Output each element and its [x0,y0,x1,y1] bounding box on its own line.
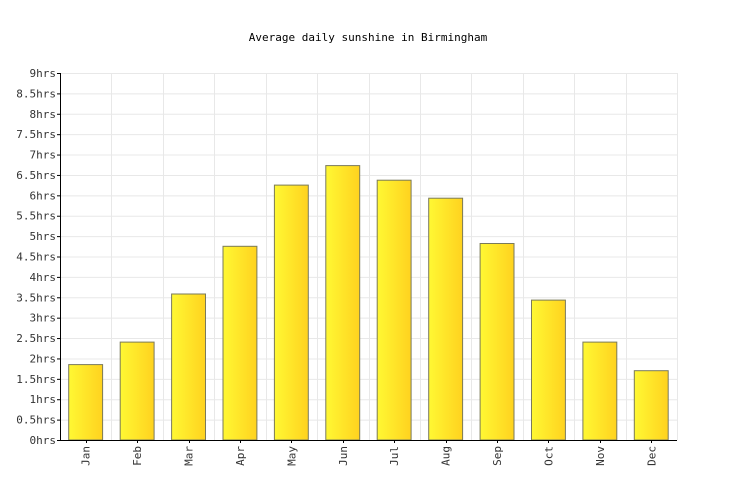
x-tick-label-apr: Apr [234,446,247,466]
x-tick-label-jan: Jan [80,446,93,466]
y-tick-label: 1.5hrs [16,373,56,386]
bar-may [273,184,309,441]
bar-dec [633,370,669,441]
bar-oct [531,299,566,441]
y-tick-label: 6hrs [30,189,57,202]
x-tick-label-jun: Jun [337,446,350,466]
y-tick-label: 3.5hrs [16,291,56,304]
x-tick-label-mar: Mar [183,446,196,466]
y-tick-label: 2.5hrs [16,332,56,345]
y-tick-label: 8hrs [30,108,57,121]
chart-title: Average daily sunshine in Birmingham [249,31,488,44]
y-tick-label: 8.5hrs [16,87,56,100]
y-tick-label: 7.5hrs [16,128,56,141]
x-tick-label-dec: Dec [645,446,658,466]
x-tick-label-may: May [285,446,298,466]
y-tick-label: 4.5hrs [16,251,56,264]
x-tick-label-feb: Feb [131,446,144,466]
x-tick-label-aug: Aug [440,446,453,466]
bar-jul [376,179,412,441]
y-axis-ticks: 0hrs 0.5hrs 1hrs 1.5hrs 2hrs 2.5hrs 3hrs 3.5hrs… [16,67,60,447]
y-tick-label: 1hrs [30,393,57,406]
y-tick-label: 4hrs [30,271,57,284]
y-tick-label: 2hrs [30,352,57,365]
bar-sep [479,243,515,441]
x-tick-label-jul: Jul [388,446,401,466]
bar-mar [171,293,207,441]
bars [68,165,669,441]
x-tick-label-nov: Nov [594,446,607,466]
x-tick-label-sep: Sep [491,446,504,466]
x-axis-ticks: Jan Feb Mar Apr May Jun Jul Aug Sep Oct Nov Dec [80,440,658,466]
bar-aug [428,197,464,441]
grid-lines [60,73,678,441]
y-tick-label: 5.5hrs [16,210,56,223]
y-tick-label: 0.5hrs [16,414,56,427]
y-tick-label: 7hrs [30,149,57,162]
x-tick-label-oct: Oct [543,446,556,466]
y-tick-label: 3hrs [30,312,57,325]
bar-nov [582,341,618,441]
bar-apr [222,245,258,441]
bar-jun [325,165,361,441]
y-tick-label: 6.5hrs [16,169,56,182]
bar-feb [119,341,155,441]
bar-jan [68,364,104,441]
y-tick-label: 0hrs [30,434,57,447]
y-tick-label: 9hrs [30,67,57,80]
y-tick-label: 5hrs [30,230,57,243]
